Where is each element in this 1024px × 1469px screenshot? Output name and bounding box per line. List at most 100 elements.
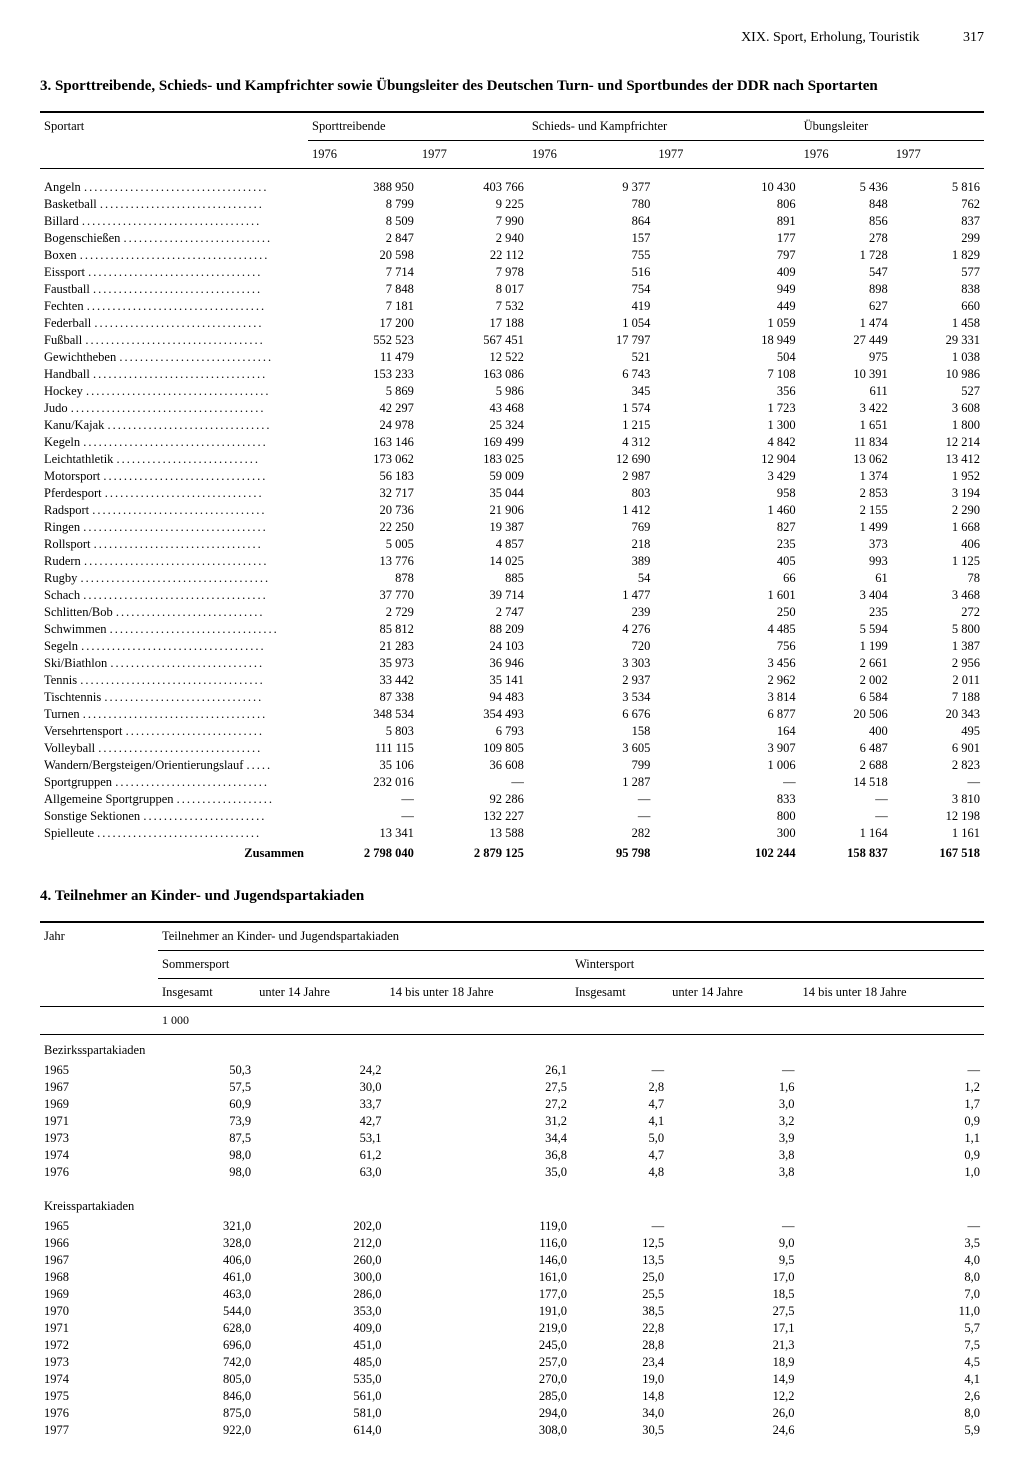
table-row: Ski/Biathlon ...........................… [40, 655, 984, 672]
subsection-header: Kreisspartakiaden [40, 1191, 984, 1218]
cell: 3 608 [892, 400, 984, 417]
cell: 8 017 [418, 281, 528, 298]
cell: 111 115 [308, 740, 418, 757]
cell: 29 331 [892, 332, 984, 349]
cell: 9,5 [668, 1252, 798, 1269]
cell: 59 009 [418, 468, 528, 485]
table-row: Kanu/Kajak .............................… [40, 417, 984, 434]
cell: 7,0 [798, 1286, 984, 1303]
year: 1972 [40, 1337, 158, 1354]
cell: 2 962 [654, 672, 799, 689]
cell: 1 800 [892, 417, 984, 434]
cell: 20 343 [892, 706, 984, 723]
cell: — [528, 808, 655, 825]
cell: 409,0 [255, 1320, 385, 1337]
cell: 20 736 [308, 502, 418, 519]
table-row: Billard ................................… [40, 213, 984, 230]
cell: 20 506 [800, 706, 892, 723]
cell: 57,5 [158, 1079, 255, 1096]
grp-uebungsleiter: Übungsleiter [800, 112, 984, 141]
cell: 1,0 [798, 1164, 984, 1181]
total-val: 95 798 [528, 842, 655, 862]
sport-name: Turnen .................................… [40, 706, 308, 723]
cell: 6 793 [418, 723, 528, 740]
cell: 762 [892, 196, 984, 213]
cell: 158 [528, 723, 655, 740]
cell: 88 209 [418, 621, 528, 638]
year: 1965 [40, 1062, 158, 1079]
cell: 98,0 [158, 1147, 255, 1164]
cell: 98,0 [158, 1164, 255, 1181]
cell: 419 [528, 298, 655, 315]
year: 1970 [40, 1303, 158, 1320]
cell: 4,1 [798, 1371, 984, 1388]
year: 1973 [40, 1354, 158, 1371]
sport-name: Schwimmen ..............................… [40, 621, 308, 638]
total-val: 167 518 [892, 842, 984, 862]
year: 1975 [40, 1388, 158, 1405]
table-row: Sportgruppen ...........................… [40, 774, 984, 791]
sport-name: Rollsport ..............................… [40, 536, 308, 553]
cell: 34,0 [571, 1405, 668, 1422]
table-row: 1967406,0260,0146,013,59,54,0 [40, 1252, 984, 1269]
cell: 3 814 [654, 689, 799, 706]
cell: 12 522 [418, 349, 528, 366]
cell: 885 [418, 570, 528, 587]
table-row: 197387,553,134,45,03,91,1 [40, 1130, 984, 1147]
cell: 1 059 [654, 315, 799, 332]
table-row: Federball ..............................… [40, 315, 984, 332]
table-row: 1973742,0485,0257,023,418,94,5 [40, 1354, 984, 1371]
cell: 163 086 [418, 366, 528, 383]
cell: 299 [892, 230, 984, 247]
cell: 7,5 [798, 1337, 984, 1354]
cell: 544,0 [158, 1303, 255, 1320]
cell: 878 [308, 570, 418, 587]
table-row: 1972696,0451,0245,028,821,37,5 [40, 1337, 984, 1354]
cell: 614,0 [255, 1422, 385, 1439]
cell: 547 [800, 264, 892, 281]
y-1977: 1977 [892, 141, 984, 169]
col-14-18: 14 bis unter 18 Jahre [385, 978, 571, 1006]
cell: 282 [528, 825, 655, 842]
cell: 294,0 [385, 1405, 571, 1422]
table-row: Motorsport .............................… [40, 468, 984, 485]
cell: 797 [654, 247, 799, 264]
cell: 1,1 [798, 1130, 984, 1147]
page-number: 317 [963, 30, 984, 45]
cell: 846,0 [158, 1388, 255, 1405]
table-row: 197498,061,236,84,73,80,9 [40, 1147, 984, 1164]
cell: — [892, 774, 984, 791]
cell: 388 950 [308, 179, 418, 196]
cell: 34,4 [385, 1130, 571, 1147]
table-row: Allgemeine Sportgruppen ................… [40, 791, 984, 808]
cell: 2 155 [800, 502, 892, 519]
year: 1976 [40, 1405, 158, 1422]
table-row: Fechten ................................… [40, 298, 984, 315]
table-row: 1968461,0300,0161,025,017,08,0 [40, 1269, 984, 1286]
cell: 4,8 [571, 1164, 668, 1181]
cell: 803 [528, 485, 655, 502]
sport-name: Segeln .................................… [40, 638, 308, 655]
cell: 8 509 [308, 213, 418, 230]
cell: 1 477 [528, 587, 655, 604]
table-row: 1975846,0561,0285,014,812,22,6 [40, 1388, 984, 1405]
cell: — [798, 1062, 984, 1079]
year: 1971 [40, 1320, 158, 1337]
cell: 169 499 [418, 434, 528, 451]
cell: 495 [892, 723, 984, 740]
cell: 21 283 [308, 638, 418, 655]
table-row: 1970544,0353,0191,038,527,511,0 [40, 1303, 984, 1320]
cell: 2 853 [800, 485, 892, 502]
super-header: Teilnehmer an Kinder- und Jugendspartaki… [158, 922, 984, 951]
table3-title: 3. Sporttreibende, Schieds- und Kampfric… [40, 76, 984, 97]
cell: 4,5 [798, 1354, 984, 1371]
sport-name: Bogenschießen ..........................… [40, 230, 308, 247]
cell: 191,0 [385, 1303, 571, 1320]
unit-1000: 1 000 [158, 1006, 984, 1034]
sport-name: Radsport ...............................… [40, 502, 308, 519]
cell: 7 108 [654, 366, 799, 383]
cell: 7 848 [308, 281, 418, 298]
cell: 18,5 [668, 1286, 798, 1303]
cell: 146,0 [385, 1252, 571, 1269]
cell: — [418, 774, 528, 791]
